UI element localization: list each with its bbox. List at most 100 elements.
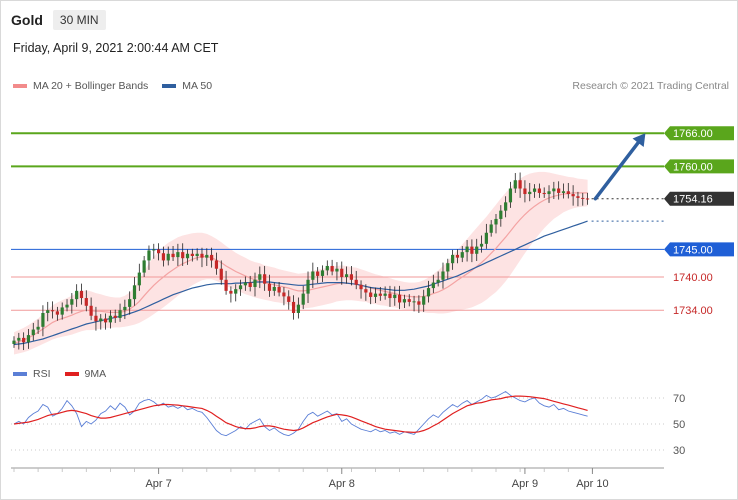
bear-candle <box>417 301 421 305</box>
bull-candle <box>393 294 397 299</box>
bear-candle <box>229 290 233 294</box>
bear-candle <box>55 311 59 315</box>
bear-candle <box>398 294 402 303</box>
bear-candle <box>267 283 272 291</box>
bull-candle <box>422 296 426 305</box>
bull-candle <box>234 289 238 294</box>
bull-candle <box>494 218 498 225</box>
bear-candle <box>518 180 522 189</box>
bear-candle <box>364 289 368 293</box>
level-label-1740.00: 1740.00 <box>673 272 713 284</box>
bull-candle <box>402 299 407 303</box>
bull-candle <box>26 335 31 343</box>
rsi-tick-label: 70 <box>673 393 685 405</box>
bull-candle <box>176 252 180 258</box>
rsi-tick-label: 30 <box>673 445 685 457</box>
bear-candle <box>523 188 527 195</box>
bull-candle <box>508 188 513 203</box>
bull-candle <box>132 285 137 300</box>
bull-candle <box>311 271 315 280</box>
bollinger-band-area <box>14 171 588 355</box>
bear-candle <box>224 279 228 291</box>
rsi-legend: RSI 9MA <box>13 368 120 380</box>
bear-candle <box>330 265 334 272</box>
price-legend: MA 20 + Bollinger Bands MA 50 <box>13 80 226 92</box>
bull-candle <box>412 301 416 303</box>
bull-candle <box>195 253 199 256</box>
candles <box>12 172 590 351</box>
rsi-ma-line <box>13 395 588 434</box>
bear-candle <box>349 274 353 280</box>
rsi-legend-label: RSI <box>33 368 51 380</box>
bear-candle <box>84 298 88 306</box>
bear-candle <box>537 188 541 193</box>
bear-candle <box>161 253 166 261</box>
bull-candle <box>272 286 276 291</box>
bear-candle <box>171 253 175 258</box>
bear-candle <box>263 274 267 284</box>
bear-candle <box>566 191 570 195</box>
bull-candle <box>335 268 339 272</box>
bull-candle <box>513 180 517 189</box>
bull-candle <box>528 191 532 195</box>
bull-candle <box>426 288 431 297</box>
bear-candle <box>157 249 161 254</box>
bear-candle <box>287 296 291 302</box>
x-tick-label: Apr 9 <box>512 478 538 490</box>
bull-candle <box>108 315 112 323</box>
bull-candle <box>12 340 16 344</box>
bear-candle <box>581 197 585 199</box>
bull-candle <box>479 243 484 247</box>
bull-candle <box>205 254 209 258</box>
bull-candle <box>504 202 508 211</box>
bull-candle <box>253 279 257 287</box>
bear-candle <box>210 254 214 261</box>
x-tick-label: Apr 8 <box>329 478 355 490</box>
bull-candle <box>431 282 435 289</box>
bull-candle <box>258 274 262 280</box>
bear-candle <box>200 253 204 258</box>
bull-candle <box>475 246 479 254</box>
bear-candle <box>557 188 561 193</box>
bear-candle <box>455 254 460 258</box>
ma50-legend-swatch <box>162 84 177 88</box>
bear-candle <box>470 246 474 254</box>
bear-candle <box>79 290 84 299</box>
bull-candle <box>296 304 300 313</box>
bull-candle <box>142 260 146 273</box>
bear-candle <box>219 268 223 280</box>
bear-candle <box>340 268 344 278</box>
report-datetime: Friday, April 9, 2021 2:00:44 AM CET <box>13 41 219 55</box>
bear-candle <box>94 315 98 322</box>
bull-candle <box>451 254 455 264</box>
level-label-1754.16: 1754.16 <box>673 194 713 206</box>
bull-candle <box>301 293 305 305</box>
bull-candle <box>99 318 103 322</box>
bear-candle <box>50 310 55 312</box>
bull-candle <box>465 246 469 253</box>
bull-candle <box>383 293 387 296</box>
bear-candle <box>542 192 546 195</box>
bear-candle <box>22 337 26 343</box>
x-tick-label: Apr 10 <box>576 478 608 490</box>
x-tick-label: Apr 7 <box>145 478 171 490</box>
bear-candle <box>282 292 286 297</box>
bear-candle <box>359 284 363 290</box>
level-tag-1754.16 <box>664 191 734 206</box>
bull-candle <box>70 299 74 305</box>
bull-candle <box>147 250 151 261</box>
bull-candle <box>561 191 566 193</box>
rsi-ma-legend-label: 9MA <box>84 368 107 380</box>
bull-candle <box>65 304 69 308</box>
level-label-1766.00: 1766.00 <box>673 128 713 140</box>
timeframe-badge[interactable]: 30 MIN <box>52 10 106 30</box>
bull-candle <box>552 188 556 192</box>
bear-candle <box>291 301 296 313</box>
bull-candle <box>243 282 247 286</box>
bear-candle <box>354 279 358 285</box>
bull-candle <box>118 310 122 318</box>
bear-candle <box>103 318 108 323</box>
bull-candle <box>436 279 440 283</box>
bear-candle <box>190 253 194 256</box>
